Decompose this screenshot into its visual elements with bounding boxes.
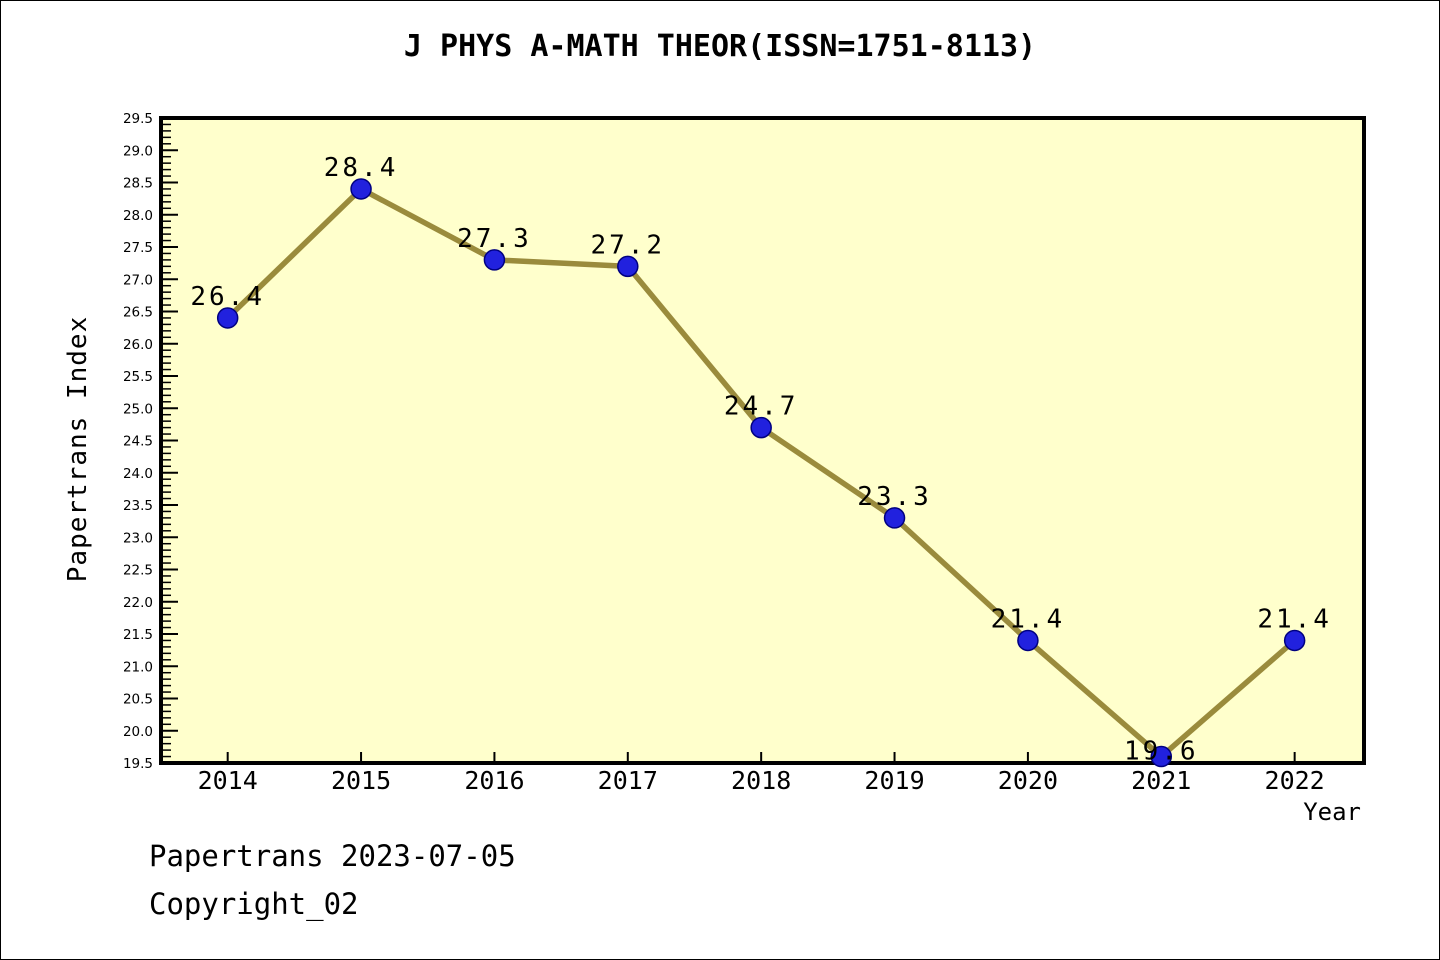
y-tick-label: 25.5 bbox=[123, 369, 153, 385]
y-tick-label: 24.5 bbox=[123, 434, 153, 450]
y-tick-label: 20.0 bbox=[123, 724, 153, 740]
y-tick-label: 29.0 bbox=[123, 143, 153, 159]
x-tick-label: 2020 bbox=[998, 766, 1058, 795]
data-point bbox=[1283, 629, 1306, 652]
footer-copyright: Copyright_02 bbox=[149, 887, 359, 921]
x-tick-label: 2019 bbox=[864, 766, 924, 795]
data-point bbox=[750, 416, 772, 439]
y-tick-label: 28.0 bbox=[123, 208, 153, 224]
y-tick-label: 25.0 bbox=[123, 401, 153, 417]
x-tick-label: 2022 bbox=[1265, 766, 1325, 795]
x-tick-label: 2018 bbox=[731, 766, 791, 795]
data-point bbox=[1017, 629, 1039, 652]
y-tick-label: 20.5 bbox=[123, 692, 153, 708]
y-tick-label: 23.5 bbox=[123, 498, 153, 514]
data-point bbox=[483, 249, 506, 271]
data-point bbox=[350, 178, 372, 200]
y-axis-label: Papertrans Index bbox=[63, 315, 93, 583]
y-tick-label: 27.0 bbox=[123, 272, 153, 288]
y-tick-label: 21.5 bbox=[123, 627, 153, 643]
data-point bbox=[617, 255, 639, 278]
data-point bbox=[1150, 745, 1173, 768]
point-label: 24.7 bbox=[724, 392, 799, 422]
y-tick-label: 28.5 bbox=[123, 176, 153, 192]
y-tick-label: 27.5 bbox=[123, 240, 153, 256]
y-tick-label: 19.5 bbox=[123, 756, 153, 772]
point-label: 23.3 bbox=[857, 482, 932, 512]
y-tick-label: 26.5 bbox=[123, 305, 153, 321]
data-point bbox=[883, 507, 906, 529]
data-point bbox=[216, 307, 239, 329]
point-label: 28.4 bbox=[324, 153, 399, 183]
point-label: 26.4 bbox=[190, 282, 265, 312]
point-label: 27.2 bbox=[590, 230, 665, 260]
point-label: 19.6 bbox=[1124, 737, 1199, 767]
point-label: 21.4 bbox=[991, 604, 1066, 634]
footer-date: Papertrans 2023-07-05 bbox=[149, 839, 516, 873]
y-tick-label: 24.0 bbox=[123, 466, 153, 482]
y-tick-label: 23.0 bbox=[123, 530, 153, 546]
chart-title: J PHYS A-MATH THEOR(ISSN=1751-8113) bbox=[403, 29, 1037, 64]
point-label: 27.3 bbox=[457, 224, 532, 254]
plot-area bbox=[159, 116, 1366, 765]
y-tick-label: 29.5 bbox=[123, 111, 153, 127]
x-tick-label: 2021 bbox=[1131, 766, 1191, 795]
x-tick-label: 2014 bbox=[198, 766, 258, 795]
y-tick-label: 21.0 bbox=[123, 659, 153, 675]
y-tick-label: 26.0 bbox=[123, 337, 153, 353]
x-tick-label: 2015 bbox=[331, 766, 391, 795]
x-tick-label: 2017 bbox=[598, 766, 658, 795]
y-tick-label: 22.5 bbox=[123, 563, 153, 579]
x-tick-label: 2016 bbox=[464, 766, 524, 795]
x-axis-label: Year bbox=[1303, 798, 1361, 826]
y-tick-label: 22.0 bbox=[123, 595, 153, 611]
point-label: 21.4 bbox=[1257, 604, 1332, 634]
